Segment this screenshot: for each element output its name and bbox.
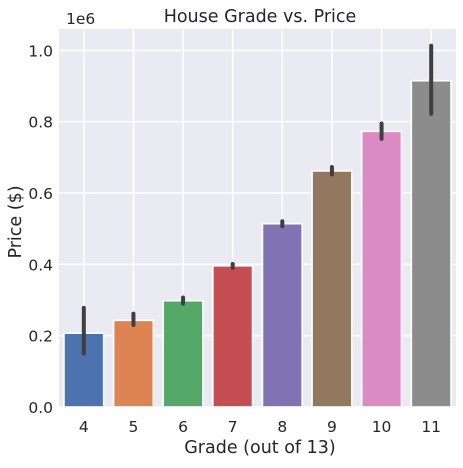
y-tick-label: 0.8 — [28, 114, 53, 132]
x-tick-label: 4 — [79, 418, 89, 436]
bar-grade-8 — [261, 222, 303, 408]
x-tick-label: 9 — [327, 418, 337, 436]
x-tick-label: 7 — [228, 418, 238, 436]
chart-title: House Grade vs. Price — [164, 7, 357, 27]
x-tick-label: 5 — [129, 418, 139, 436]
x-axis-label: Grade (out of 13) — [184, 438, 336, 458]
x-tick-label: 10 — [372, 418, 392, 436]
y-tick-label: 0.0 — [28, 399, 53, 417]
x-tick-label: 11 — [421, 418, 441, 436]
x-tick-label: 6 — [178, 418, 188, 436]
bars — [63, 79, 452, 408]
x-tick-label: 8 — [277, 418, 287, 436]
bar-grade-5 — [112, 319, 155, 408]
y-tick-label: 0.6 — [28, 185, 53, 203]
error-bars — [81, 43, 434, 356]
x-tick-labels: 4 5 6 7 8 9 10 11 — [79, 418, 441, 436]
bar-grade-9 — [311, 170, 353, 408]
y-tick-label: 0.2 — [28, 328, 53, 346]
y-axis-offset-label: 1e6 — [66, 10, 95, 28]
y-tick-label: 1.0 — [28, 42, 53, 60]
bar-grade-11 — [410, 79, 452, 408]
y-axis-label: Price ($) — [6, 185, 26, 258]
bar-grade-6 — [162, 299, 204, 408]
bar-grade-10 — [360, 130, 403, 408]
bar-grade-7 — [212, 264, 254, 408]
y-tick-labels: 0.0 0.2 0.4 0.6 0.8 1.0 — [28, 42, 53, 417]
y-tick-label: 0.4 — [28, 256, 53, 274]
